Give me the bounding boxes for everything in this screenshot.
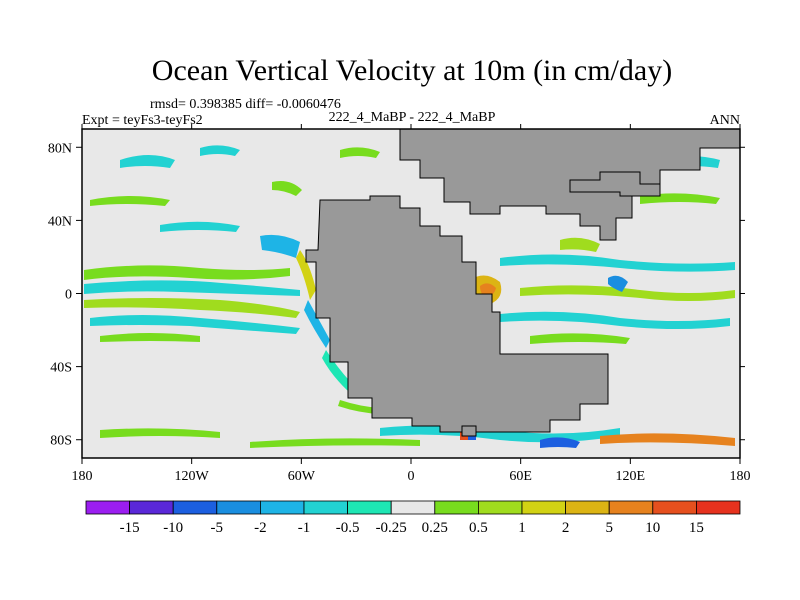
chart-title: Ocean Vertical Velocity at 10m (in cm/da… [152, 54, 672, 87]
y-tick-label: 0 [65, 288, 72, 303]
contour-band [160, 221, 240, 232]
x-tick-label: 0 [408, 469, 415, 484]
colorbar-label: -1 [298, 520, 311, 536]
contour-band [90, 315, 300, 334]
contour-band [250, 438, 420, 448]
y-tick-label: 40N [48, 214, 72, 229]
colorbar-swatch [434, 500, 479, 515]
colorbar-swatch [347, 500, 392, 515]
contour-band [520, 285, 735, 301]
colorbar-label: 15 [689, 520, 704, 536]
y-tick-label: 80S [50, 434, 72, 449]
colorbar-swatch [696, 500, 741, 515]
colorbar-swatch [477, 500, 523, 515]
colorbar-label: 10 [645, 520, 660, 536]
contour-band [272, 181, 302, 196]
colorbar-label: -0.5 [336, 520, 360, 536]
case-label: 222_4_MaBP - 222_4_MaBP [329, 110, 496, 125]
colorbar-label: -2 [254, 520, 267, 536]
colorbar-label: -15 [120, 520, 140, 536]
colorbar-swatch [565, 500, 610, 515]
contour-band [84, 298, 300, 318]
colorbar-swatch [652, 500, 697, 515]
colorbar-label: 0.25 [422, 520, 448, 536]
colorbar-swatch [303, 500, 348, 515]
x-tick-label: 180 [72, 469, 93, 484]
x-tick-label: 120W [175, 469, 210, 484]
contour-band [100, 428, 220, 438]
colorbar-swatch [216, 500, 261, 515]
contour-band [540, 437, 580, 448]
colorbar-label: 5 [605, 520, 613, 536]
contour-band [304, 300, 330, 348]
contour-band [500, 254, 735, 272]
y-axis: 80N 40N 0 40S 80S [48, 141, 745, 449]
colorbar-swatch [390, 500, 436, 515]
colorbar-label: -0.25 [376, 520, 407, 536]
colorbar-label: 0.5 [469, 520, 488, 536]
colorbar-swatch [172, 500, 218, 515]
stats-label: rmsd= 0.398385 diff= -0.0060476 [150, 97, 341, 112]
land-west-continent [305, 195, 609, 433]
map-area [81, 128, 741, 459]
contour-band [90, 196, 170, 206]
contour-band [296, 250, 316, 300]
colorbar-swatch [608, 500, 654, 515]
y-tick-label: 40S [50, 361, 72, 376]
contour-band [200, 145, 240, 156]
contour-band [84, 265, 290, 280]
contour-band [340, 147, 380, 158]
contour-band [120, 155, 175, 168]
season-label: ANN [710, 113, 740, 128]
contour-band [608, 275, 628, 292]
colorbar-label: -5 [211, 520, 224, 536]
experiment-label: Expt = teyFs3-teyFs2 [82, 113, 203, 128]
land-northeast-lobe [569, 171, 661, 197]
contour-band [530, 333, 630, 344]
land-masses [305, 128, 741, 437]
contour-band [84, 280, 300, 296]
colorbar-swatch [521, 500, 566, 515]
contour-band [260, 234, 300, 258]
colorbar-swatch [129, 500, 174, 515]
contour-band [100, 333, 200, 342]
contour-band [500, 311, 730, 329]
colorbar-label: 1 [518, 520, 526, 536]
colorbar-swatch [85, 500, 130, 515]
x-tick-label: 60E [509, 469, 532, 484]
colorbar-swatch [259, 500, 305, 515]
colorbar-label: 2 [562, 520, 570, 536]
land-south-tip [461, 425, 477, 437]
x-tick-label: 60W [288, 469, 316, 484]
colorbar-label: -10 [163, 520, 183, 536]
contour-band [560, 237, 600, 252]
x-tick-label: 180 [730, 469, 751, 484]
contour-band [600, 433, 735, 446]
y-tick-label: 80N [48, 141, 72, 156]
x-axis: 180 120W 60W 0 60E 120E 180 [72, 124, 751, 484]
colorbar: -15 -10 -5 -2 -1 -0.5 -0.25 0.25 0.5 1 2 5 10 15 [85, 500, 741, 536]
x-tick-label: 120E [616, 469, 646, 484]
